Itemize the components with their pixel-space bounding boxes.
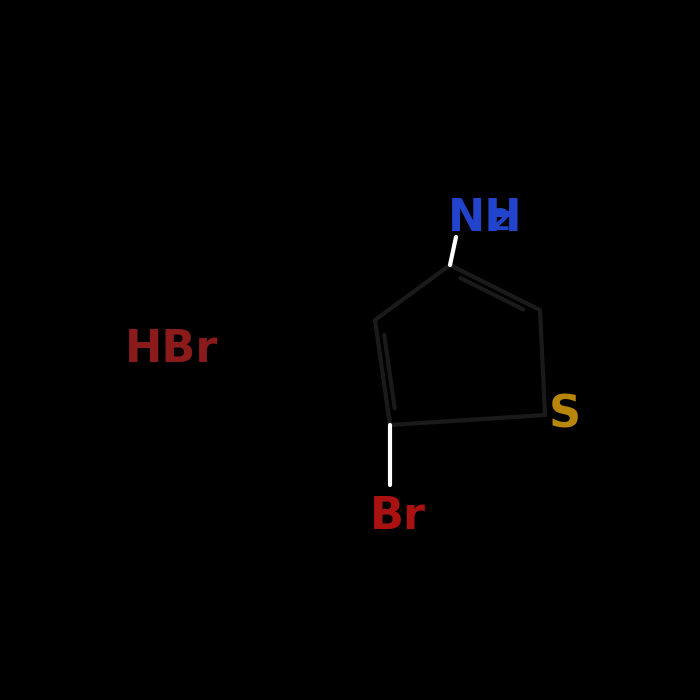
Text: Br: Br <box>370 495 426 538</box>
Text: S: S <box>549 393 581 437</box>
Text: NH: NH <box>448 197 523 240</box>
Text: HBr: HBr <box>125 328 218 372</box>
Text: 2: 2 <box>490 207 511 236</box>
